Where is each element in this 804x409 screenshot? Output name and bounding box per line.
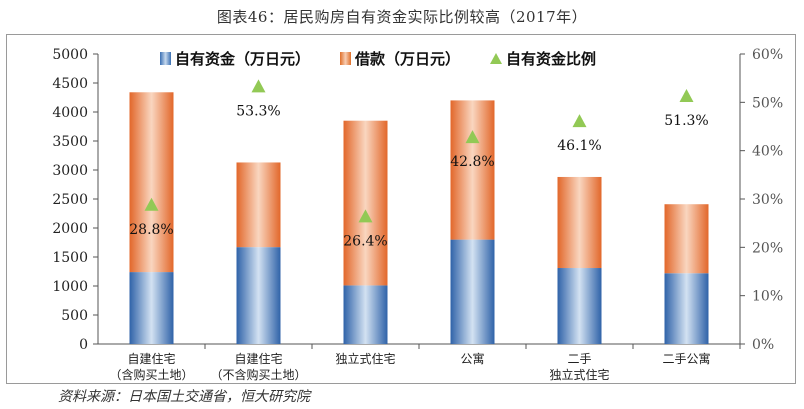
x-category-label: （含购买土地） bbox=[109, 367, 193, 382]
y-tick-label: 3000 bbox=[52, 163, 88, 179]
x-category-label: 独立式住宅 bbox=[549, 367, 609, 382]
y-tick-label: 2500 bbox=[52, 192, 88, 208]
x-category-label: 独立式住宅 bbox=[335, 351, 395, 366]
y2-tick-label: 20% bbox=[752, 240, 783, 256]
y-tick-label: 0 bbox=[79, 337, 88, 353]
bar-own bbox=[129, 272, 174, 344]
source-note: 资料来源：日本国土交通省，恒大研究院 bbox=[58, 389, 310, 405]
bar-loan bbox=[236, 162, 281, 248]
bar-loan bbox=[557, 176, 602, 269]
ratio-marker bbox=[572, 114, 587, 128]
ratio-marker bbox=[251, 79, 266, 93]
y-tick-label: 4000 bbox=[52, 105, 88, 121]
y2-tick-label: 40% bbox=[752, 144, 783, 160]
chart-title: 图表46：居民购房自有资金实际比例较高（2017年） bbox=[216, 8, 588, 26]
y-tick-label: 4500 bbox=[52, 76, 88, 92]
bar-loan bbox=[450, 100, 495, 240]
chart-frame bbox=[6, 34, 796, 384]
bar-loan bbox=[343, 120, 388, 286]
bar-own bbox=[236, 247, 281, 344]
x-category-label: 二手公寓 bbox=[662, 351, 710, 366]
legend-own-label: 自有资金（万日元） bbox=[175, 50, 311, 68]
y-tick-label: 5000 bbox=[52, 47, 88, 63]
ratio-marker bbox=[358, 209, 373, 223]
y-tick-label: 2000 bbox=[52, 221, 88, 237]
ratio-data-label: 53.3% bbox=[236, 103, 280, 119]
ratio-data-label: 26.4% bbox=[343, 233, 387, 249]
y-tick-label: 1500 bbox=[52, 250, 88, 266]
y2-tick-label: 30% bbox=[752, 192, 783, 208]
bar-own bbox=[343, 285, 388, 344]
legend-own: 自有资金（万日元） bbox=[160, 48, 310, 69]
x-category-label: 自建住宅 bbox=[127, 351, 175, 366]
x-category-label: （不含购买土地） bbox=[210, 367, 306, 382]
chart-legend: 自有资金（万日元） 借款（万日元） 自有资金比例 bbox=[160, 48, 596, 69]
legend-loan-label: 借款（万日元） bbox=[355, 50, 461, 68]
y-tick-label: 3500 bbox=[52, 134, 88, 150]
legend-ratio-triangle-icon bbox=[490, 53, 503, 64]
bar-loan bbox=[664, 204, 709, 274]
y2-tick-label: 0% bbox=[752, 337, 774, 353]
bar-loan bbox=[129, 92, 174, 273]
legend-ratio-label: 自有资金比例 bbox=[506, 50, 597, 68]
y-tick-label: 500 bbox=[61, 308, 88, 324]
x-category-label: 自建住宅 bbox=[234, 351, 282, 366]
ratio-data-label: 46.1% bbox=[557, 138, 601, 154]
legend-loan: 借款（万日元） bbox=[340, 48, 460, 69]
ratio-data-label: 28.8% bbox=[129, 222, 173, 238]
y2-tick-label: 60% bbox=[752, 47, 783, 63]
ratio-marker bbox=[465, 130, 480, 144]
y-tick-label: 1000 bbox=[52, 279, 88, 295]
legend-ratio: 自有资金比例 bbox=[490, 48, 596, 69]
ratio-data-label: 42.8% bbox=[450, 154, 494, 170]
y2-tick-label: 10% bbox=[752, 289, 783, 305]
bar-own bbox=[450, 239, 495, 344]
legend-loan-swatch bbox=[340, 52, 352, 65]
y2-tick-label: 50% bbox=[752, 95, 783, 111]
bar-own bbox=[557, 268, 602, 344]
ratio-data-label: 51.3% bbox=[664, 113, 708, 129]
legend-own-swatch bbox=[160, 52, 171, 65]
x-category-label: 公寓 bbox=[460, 351, 484, 366]
ratio-marker bbox=[144, 197, 159, 211]
x-category-label: 二手 bbox=[567, 352, 591, 366]
bar-own bbox=[664, 273, 709, 344]
ratio-marker bbox=[679, 89, 694, 103]
